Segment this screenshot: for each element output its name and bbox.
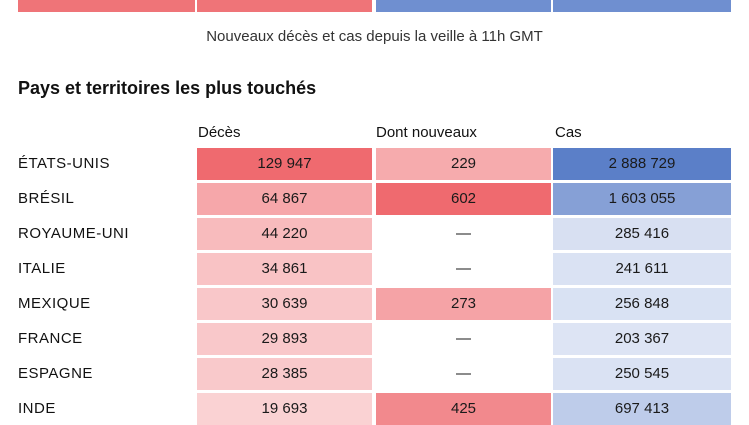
- cell-cases: 2 888 729: [553, 148, 731, 180]
- cell-cases: 203 367: [553, 323, 731, 355]
- cell-new: 425: [376, 393, 551, 425]
- top-strip-cases-2: [553, 0, 731, 12]
- cell-deaths: 28 385: [197, 358, 372, 390]
- cell-new: 602: [376, 183, 551, 215]
- col-header-cases: Cas: [555, 124, 582, 141]
- cell-new: —: [376, 323, 551, 355]
- cell-new: 273: [376, 288, 551, 320]
- cell-cases: 285 416: [553, 218, 731, 250]
- top-strip-deaths-2: [197, 0, 372, 12]
- cell-new: 229: [376, 148, 551, 180]
- cell-new: —: [376, 358, 551, 390]
- col-header-new: Dont nouveaux: [376, 124, 477, 141]
- row-label: ESPAGNE: [18, 365, 93, 382]
- col-header-deaths: Décès: [198, 124, 241, 141]
- cell-deaths: 129 947: [197, 148, 372, 180]
- cell-deaths: 29 893: [197, 323, 372, 355]
- cell-deaths: 19 693: [197, 393, 372, 425]
- row-label: MEXIQUE: [18, 295, 91, 312]
- row-label: ÉTATS-UNIS: [18, 155, 110, 172]
- cell-cases: 250 545: [553, 358, 731, 390]
- row-label: BRÉSIL: [18, 190, 75, 207]
- row-label: FRANCE: [18, 330, 83, 347]
- row-label: INDE: [18, 400, 56, 417]
- section-title: Pays et territoires les plus touchés: [18, 78, 317, 98]
- cell-new: —: [376, 218, 551, 250]
- cell-deaths: 44 220: [197, 218, 372, 250]
- cell-deaths: 30 639: [197, 288, 372, 320]
- cell-deaths: 34 861: [197, 253, 372, 285]
- subtitle: Nouveaux décès et cas depuis la veille à…: [206, 28, 543, 45]
- cell-cases: 241 611: [553, 253, 731, 285]
- cell-cases: 1 603 055: [553, 183, 731, 215]
- top-strip-cases-1: [376, 0, 551, 12]
- cell-deaths: 64 867: [197, 183, 372, 215]
- cell-cases: 256 848: [553, 288, 731, 320]
- top-strip-deaths-1: [18, 0, 195, 12]
- row-label: ROYAUME-UNI: [18, 225, 130, 242]
- cell-cases: 697 413: [553, 393, 731, 425]
- row-label: ITALIE: [18, 260, 66, 277]
- cell-new: —: [376, 253, 551, 285]
